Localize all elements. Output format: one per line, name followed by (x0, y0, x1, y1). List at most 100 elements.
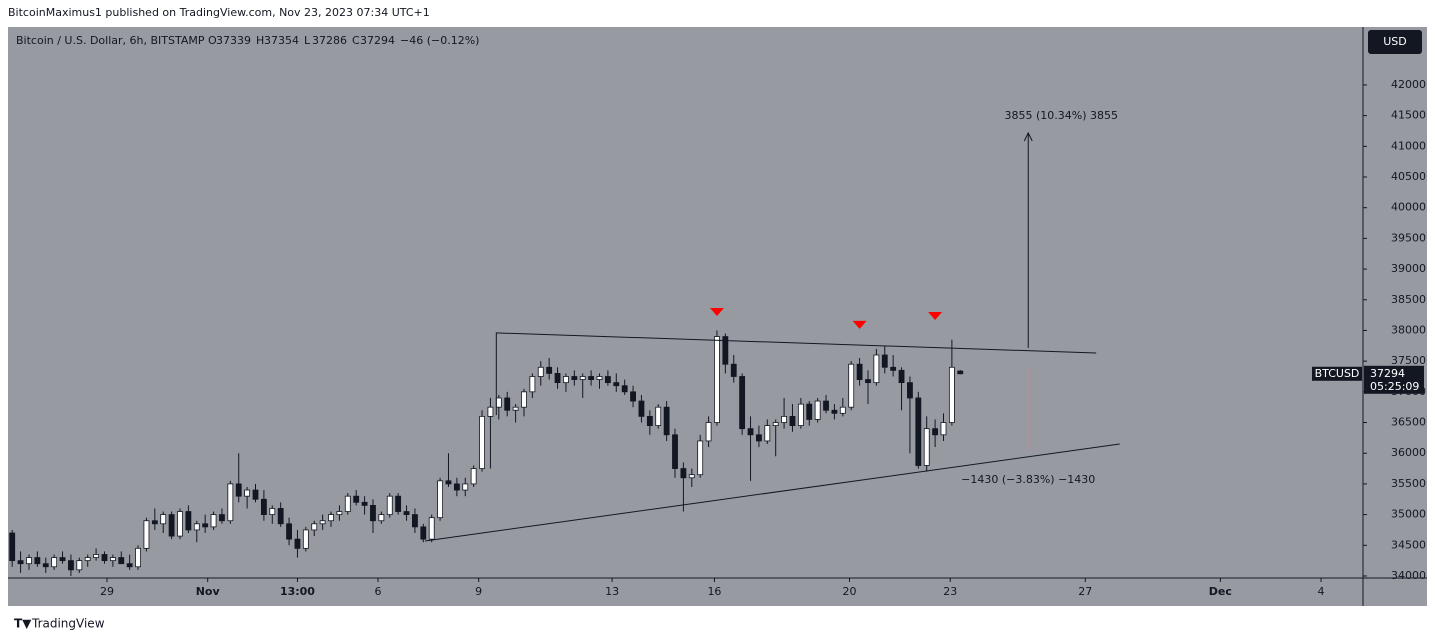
currency-label: USD (1383, 35, 1407, 48)
candle-body (554, 373, 561, 384)
candle-body (403, 511, 410, 515)
candle-body (269, 508, 276, 515)
candle-body (395, 495, 402, 512)
x-tick-label: 29 (100, 585, 114, 598)
candle-body (143, 520, 150, 549)
candle-body (923, 428, 930, 466)
candle-body (412, 514, 418, 528)
candle-body (353, 495, 360, 503)
ohlc-value: 37294 (360, 34, 395, 47)
candle-body (596, 376, 603, 380)
candle-body (118, 557, 125, 565)
price-tag-value: 37294 (1370, 367, 1405, 380)
x-tick-label: Dec (1209, 585, 1232, 598)
candle-body (109, 557, 116, 562)
y-tick-label: 38000 (1391, 323, 1426, 336)
y-tick-label: 36000 (1391, 446, 1426, 459)
y-tick-label: 39000 (1391, 262, 1426, 275)
candle-body (68, 560, 74, 571)
candle-body (537, 366, 544, 377)
candle-body (873, 354, 880, 384)
candle-body (177, 511, 183, 537)
candle-body (865, 379, 871, 384)
candle-body (663, 406, 670, 436)
candle-body (59, 557, 66, 562)
arrow-label: 3855 (10.34%) 3855 (1004, 109, 1118, 122)
candle-body (51, 557, 58, 568)
candle-body (579, 376, 586, 380)
candle-body (277, 508, 284, 525)
ohlc-letter: C (352, 34, 360, 47)
candle-body (621, 385, 628, 393)
symbol-tag (1312, 366, 1362, 381)
y-tick-label: 41000 (1391, 139, 1426, 152)
y-tick-label: 34500 (1391, 538, 1426, 551)
candle-body (789, 415, 796, 426)
candle-body (672, 434, 678, 469)
candle-body (957, 370, 964, 375)
candle-body (453, 483, 460, 491)
candle-body (563, 376, 569, 384)
candle-body (244, 489, 251, 497)
x-tick-label: 6 (375, 585, 382, 598)
x-tick-label: 20 (843, 585, 857, 598)
candle-body (890, 366, 897, 371)
candle-body (688, 474, 695, 479)
candle-body (604, 376, 611, 384)
candle-body (361, 501, 368, 506)
x-tick-label: 13:00 (280, 585, 315, 598)
currency-button[interactable] (1368, 30, 1422, 54)
candle-body (193, 523, 200, 531)
candle-body (210, 514, 217, 528)
candle-body (470, 468, 477, 485)
candle-body (915, 397, 922, 466)
candle-body (219, 514, 225, 522)
candle-body (839, 406, 846, 414)
candle-body (260, 498, 267, 515)
drop-label: −1430 (−3.83%) −1430 (961, 473, 1095, 486)
candle-body (101, 554, 108, 562)
candle-body (227, 483, 234, 522)
x-tick-label: 27 (1078, 585, 1092, 598)
trendline (424, 443, 1120, 542)
plot-bg (8, 27, 1363, 578)
candle-body (378, 514, 385, 522)
candle-body (428, 517, 435, 540)
candle-body (202, 523, 209, 528)
candle-body (445, 480, 452, 485)
candle-body (521, 391, 527, 408)
candle-body (76, 560, 83, 571)
symbol-title: Bitcoin / U.S. Dollar, 6h, BITSTAMP (16, 34, 205, 47)
candle-body (529, 376, 536, 393)
top-marker (852, 320, 867, 329)
time-axis (8, 578, 1363, 606)
candle-body (9, 532, 16, 562)
candle-body (932, 428, 939, 436)
candle-body (571, 376, 578, 380)
x-tick-label: 9 (475, 585, 482, 598)
ohlc-letter: L (304, 34, 311, 47)
candle-body (512, 406, 519, 411)
candle-body (93, 554, 100, 558)
candle-body (386, 495, 393, 515)
ohlc-value: 37339 (216, 34, 251, 47)
candle-body (831, 409, 838, 414)
ohlc-value: 37354 (264, 34, 299, 47)
top-marker (928, 312, 943, 321)
candle-body (126, 563, 133, 568)
candle-body (252, 489, 259, 500)
x-tick-label: 13 (605, 585, 619, 598)
published-line: BitcoinMaximus1 published on TradingView… (8, 6, 430, 19)
footer-brand: TradingView (31, 617, 105, 631)
candle-body (42, 563, 49, 568)
candle-body (135, 547, 141, 568)
candle-body (336, 511, 343, 515)
candle-body (151, 520, 158, 525)
top-marker (709, 308, 724, 317)
candle-body (34, 557, 41, 565)
candle-body (848, 363, 855, 408)
y-tick-label: 41500 (1391, 109, 1426, 122)
y-tick-label: 37500 (1391, 354, 1426, 367)
candle-body (160, 514, 167, 525)
